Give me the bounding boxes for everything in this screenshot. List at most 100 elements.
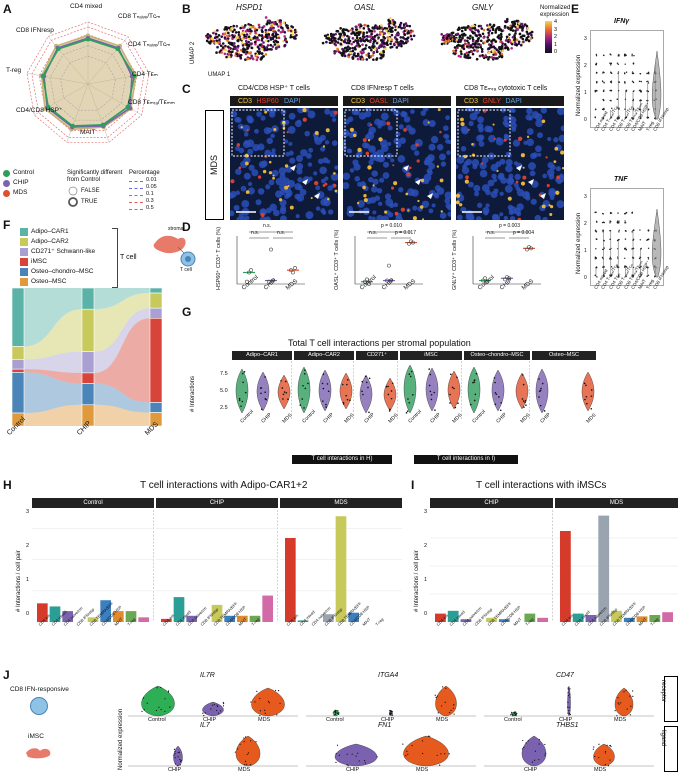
micro-stain-label: OASL [369,98,389,105]
panel-i-title: T cell interactions with iMSCs [476,480,607,491]
umap-colorbar-tick: 4 [554,19,558,25]
quant-sig-right: n.s. [277,230,286,236]
panel-j-group: Control [326,717,344,723]
bar [498,619,510,622]
panel-i-ytick: 0 [424,611,428,617]
panel-h-ytick: 0 [26,611,30,617]
panel-j-ylabel: Normalized expression [118,708,124,770]
umap-axis-x: UMAP 1 [208,72,231,78]
legend-group-label: MDS [13,189,28,196]
bar-facet-0: CHIP [430,498,553,508]
alluvial-plot [11,288,163,427]
panel-j-group: MDS [258,717,271,723]
radar-axis-label: CD8 Tᴇₘᵣₐ/Tᴇₘₘ [128,99,175,106]
bar [598,515,610,622]
micro-nuclei [230,108,338,220]
pct-line [129,209,143,210]
micro-stain-label: DAPI [284,98,301,105]
alluvial-legend-label: Adipo–CAR1 [31,228,69,235]
panel-label-c: C [182,82,191,96]
panel-label-d: D [182,220,191,234]
violin-e-ytick: 0 [584,275,587,281]
quant-ylabel: HSP60⁺ CD3⁺ T cells (%) [216,226,222,290]
panel-g-facet-3: iMSC [400,351,462,360]
violin-e-ytick: 1 [584,90,587,96]
sig-circles [68,186,78,207]
bar [348,612,359,622]
alluvial-legend-swatch [20,258,28,266]
cell-label-0: CD8 IFN-responsive [10,686,69,693]
bar [262,595,273,622]
panel-g-violins [297,361,354,419]
umap-colorbar-tick: 3 [554,26,558,33]
micro-stain-bar-0: CD3 HSP60 DAPI [230,96,338,106]
panel-i-ytick: 1 [424,577,428,583]
panel-j-gene: FN1 [378,722,392,729]
micro-stain-label: DAPI [505,98,522,105]
alluvial-legend-label: CD271⁺ Schwann-like [31,248,96,255]
panel-h-ylabel: # Interactions / cell pair [16,550,22,612]
panel-label-i: I [411,478,415,492]
panel-j-group: CHIP [559,717,573,723]
umap-colorbar-tick: 1 [554,41,558,48]
pct-label: 0.3 [146,198,154,204]
radar-legend: Control CHIP MDS Significantly different f… [3,168,175,216]
bar-cat: T-reg [649,616,660,627]
micro-stain-label: GNLY [482,98,502,105]
violin-e-plot-1 [590,188,664,286]
bar [572,613,584,622]
mds-row-label: MDS [209,155,219,175]
alluvial-legend-swatch [20,248,28,256]
quant-sig-left: n.s. [369,230,378,236]
bar [237,615,248,622]
panel-h-title: T cell interactions with Adipo-CAR1+2 [140,480,308,491]
umap-plot-0: HSPD1 [196,4,306,78]
panel-j-group: CHIP [346,767,360,773]
quant-plot-0 [236,231,305,285]
alluvial-legend-label: iMSC [31,258,47,265]
bar [224,615,235,622]
panel-g-ytick: 7.5 [220,371,228,377]
bar [335,516,347,622]
bar-facet-plot [32,510,154,622]
bar [636,616,648,622]
panel-j-group: MDS [238,767,251,773]
panel-g-facet-5: Osteo–MSC [532,351,596,360]
umap-plot-2: GNLY [432,4,542,78]
panel-j-group: Control [504,717,522,723]
panel-j-group: MDS [594,767,607,773]
bar [173,597,185,622]
bar [524,613,536,622]
panel-j-group: MDS [614,717,627,723]
violin-e-ytick: 2 [584,221,587,227]
micro-stain-label: CD3 [464,98,479,105]
umap-colorbar-tick: 0 [554,49,558,55]
bar [585,615,597,622]
quant-sig-right: p = 0.004 [513,230,534,236]
panel-j-group: Control [148,717,166,723]
bar [100,600,111,622]
quant-sig-left: n.s. [251,230,260,236]
violin-e-points [594,50,662,120]
panel-label-f: F [3,218,11,232]
panel-g-violins [359,361,398,419]
side-label-1: ligand [660,730,666,747]
violin-e-gene: TNF [614,176,628,183]
radar-axis-label: CD8 Tₙₐᵢᵥₑ/Tᴄₘ [118,13,161,20]
alluvial-legend-swatch [20,228,28,236]
micro-image-2 [456,108,564,220]
bar [211,604,223,622]
panel-j-gene: IL7 [200,722,210,729]
sig-true: TRUE [81,199,98,205]
umap-colorbar [545,21,552,53]
pct-line [129,195,143,196]
alluvial-legend-swatch [20,238,28,246]
violin-e-ytick: 3 [584,36,587,42]
mds-row-label-box [205,110,224,220]
radar-axis-label: T-reg [6,67,22,74]
umap-gene-title: GNLY [472,3,494,12]
bar-facet-plot [156,510,278,622]
legend-dot [3,170,10,177]
radar-chart [26,21,150,143]
quant-ylabel: GNLY⁺ CD3⁺ T cells (%) [452,229,458,290]
